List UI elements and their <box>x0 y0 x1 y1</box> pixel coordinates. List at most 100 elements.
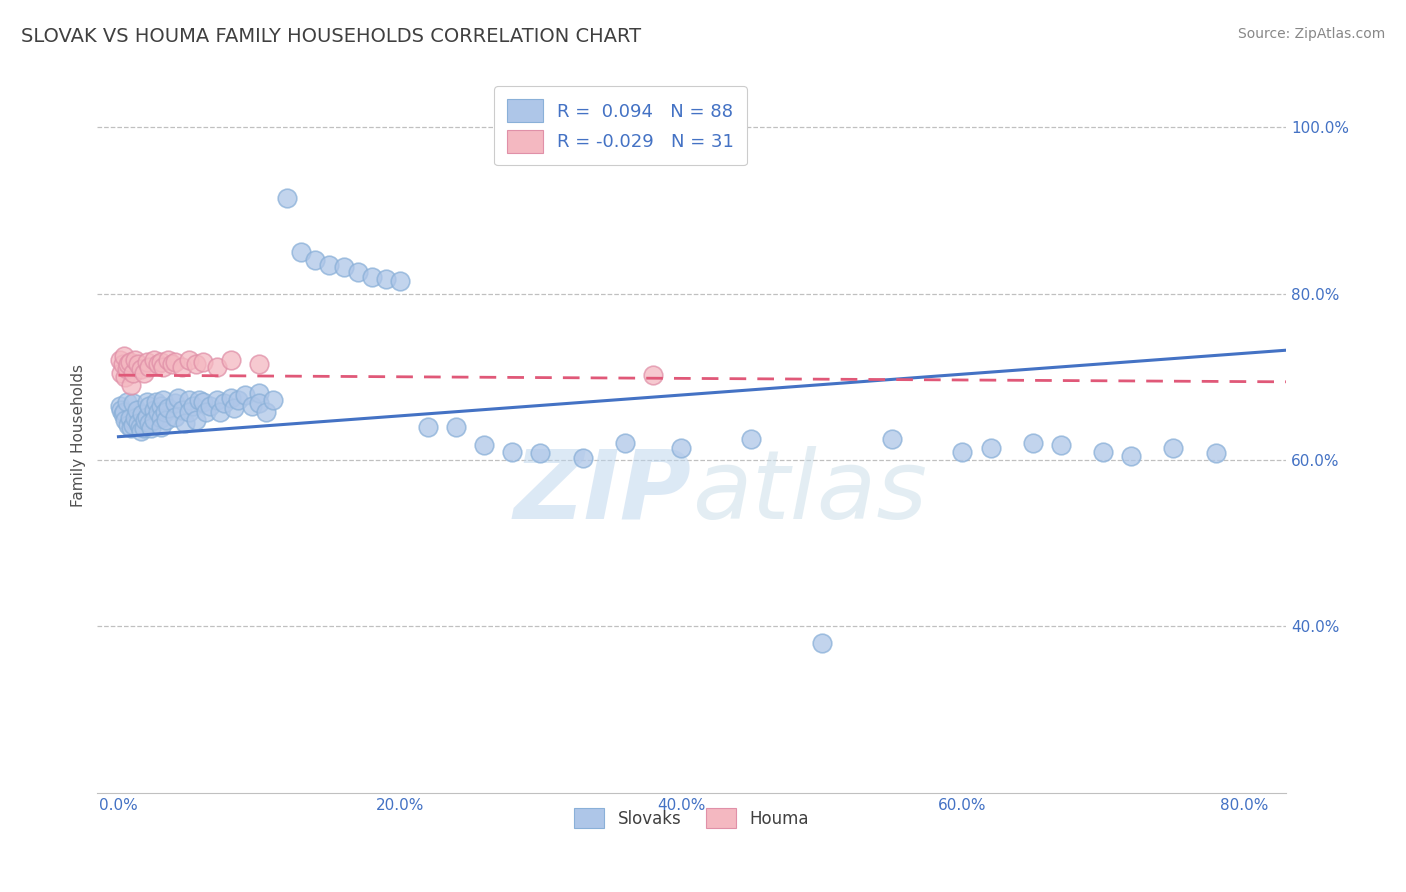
Point <box>115 361 138 376</box>
Point <box>163 409 186 424</box>
Point <box>177 393 200 408</box>
Point <box>110 403 132 417</box>
Point <box>290 245 312 260</box>
Point <box>181 399 204 413</box>
Point <box>170 359 193 374</box>
Point <box>121 418 143 433</box>
Point <box>226 393 249 408</box>
Point <box>332 260 354 274</box>
Point <box>138 359 160 374</box>
Point <box>115 394 138 409</box>
Point <box>262 393 284 408</box>
Point <box>669 441 692 455</box>
Point <box>501 444 523 458</box>
Point <box>416 419 439 434</box>
Point <box>139 421 162 435</box>
Point <box>187 393 209 408</box>
Point <box>135 355 157 369</box>
Point <box>810 636 832 650</box>
Point <box>114 369 136 384</box>
Point <box>114 413 136 427</box>
Point <box>173 416 195 430</box>
Point <box>641 368 664 383</box>
Point <box>149 355 172 369</box>
Point <box>166 391 188 405</box>
Point <box>233 388 256 402</box>
Point <box>177 405 200 419</box>
Point <box>952 444 974 458</box>
Point <box>388 274 411 288</box>
Point <box>247 357 270 371</box>
Point <box>472 438 495 452</box>
Point <box>198 399 221 413</box>
Point <box>194 405 217 419</box>
Point <box>118 355 141 369</box>
Point <box>163 396 186 410</box>
Point <box>110 366 132 380</box>
Point <box>117 357 139 371</box>
Point <box>132 366 155 380</box>
Point <box>112 405 135 419</box>
Point <box>247 396 270 410</box>
Point <box>121 366 143 380</box>
Point <box>145 394 167 409</box>
Legend: Slovaks, Houma: Slovaks, Houma <box>568 802 815 834</box>
Point <box>149 419 172 434</box>
Point <box>880 432 903 446</box>
Point <box>146 357 169 371</box>
Point <box>740 432 762 446</box>
Point <box>360 270 382 285</box>
Point <box>254 405 277 419</box>
Point <box>156 353 179 368</box>
Point <box>163 355 186 369</box>
Point <box>304 253 326 268</box>
Point <box>120 378 142 392</box>
Point <box>142 353 165 368</box>
Point <box>1092 444 1115 458</box>
Point <box>152 359 174 374</box>
Point <box>127 416 149 430</box>
Point <box>529 446 551 460</box>
Point <box>111 357 134 371</box>
Point <box>124 411 146 425</box>
Point <box>132 421 155 435</box>
Point <box>124 353 146 368</box>
Point <box>131 407 153 421</box>
Point <box>205 359 228 374</box>
Point <box>222 401 245 416</box>
Point <box>129 361 152 376</box>
Point <box>184 413 207 427</box>
Point <box>153 405 176 419</box>
Point <box>108 353 131 368</box>
Point <box>156 401 179 416</box>
Point <box>374 271 396 285</box>
Point <box>146 405 169 419</box>
Point <box>127 357 149 371</box>
Point <box>1205 446 1227 460</box>
Point <box>444 419 467 434</box>
Point <box>152 393 174 408</box>
Point <box>318 258 340 272</box>
Point <box>1050 438 1073 452</box>
Point <box>276 191 298 205</box>
Point <box>129 424 152 438</box>
Point <box>980 441 1002 455</box>
Point <box>208 405 231 419</box>
Point <box>108 399 131 413</box>
Point <box>177 353 200 368</box>
Text: SLOVAK VS HOUMA FAMILY HOUSEHOLDS CORRELATION CHART: SLOVAK VS HOUMA FAMILY HOUSEHOLDS CORREL… <box>21 27 641 45</box>
Point <box>155 413 177 427</box>
Point <box>135 394 157 409</box>
Point <box>142 413 165 427</box>
Point <box>1121 449 1143 463</box>
Point <box>149 399 172 413</box>
Point <box>170 403 193 417</box>
Point <box>184 357 207 371</box>
Point <box>125 403 148 417</box>
Point <box>191 394 214 409</box>
Point <box>346 265 368 279</box>
Y-axis label: Family Households: Family Households <box>72 364 86 507</box>
Point <box>240 399 263 413</box>
Point <box>247 386 270 401</box>
Text: ZIP: ZIP <box>513 446 692 539</box>
